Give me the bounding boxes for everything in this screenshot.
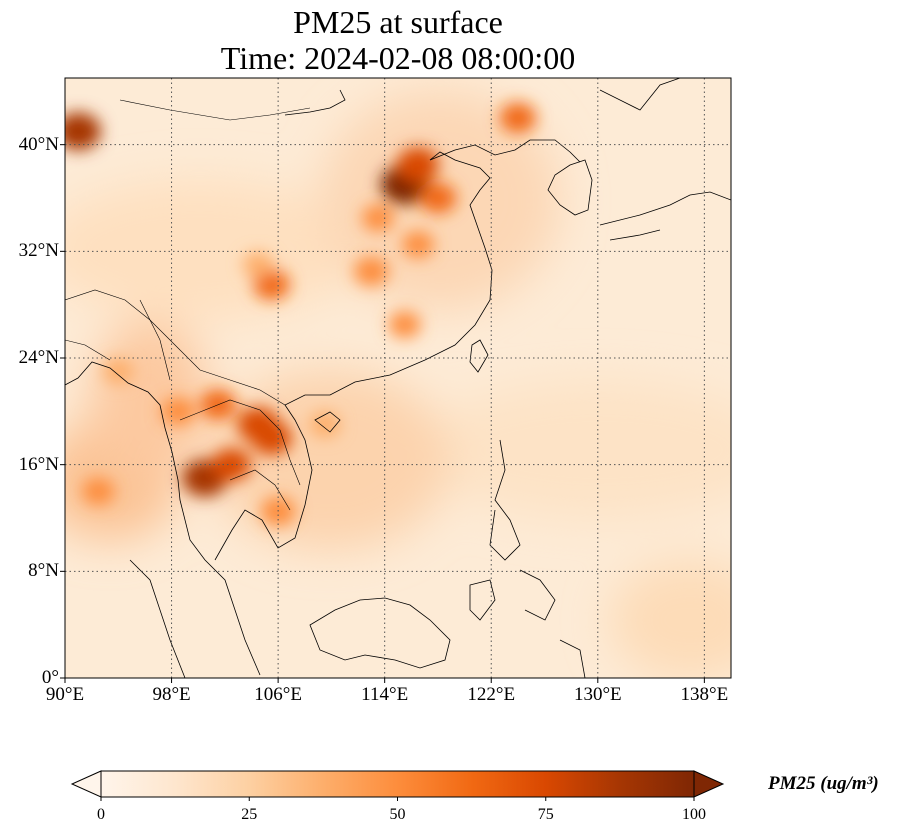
pm25-hotspot bbox=[65, 112, 101, 151]
pm25-hotspot bbox=[396, 147, 440, 183]
colorbar-tick-label: 75 bbox=[537, 806, 554, 823]
colorbar-label: PM25 (ug/m³) bbox=[768, 773, 879, 794]
x-tick-label: 138°E bbox=[680, 684, 729, 705]
pm25-hotspot bbox=[309, 411, 341, 438]
y-tick-label: 24°N bbox=[18, 347, 59, 368]
colorbar-max-extend bbox=[693, 770, 725, 798]
pm25-hotspot bbox=[361, 204, 395, 232]
x-tick-label: 114°E bbox=[361, 684, 409, 705]
hainan-coast bbox=[314, 411, 341, 433]
map-title: PM25 at surface bbox=[293, 4, 503, 40]
x-tick-label: 106°E bbox=[254, 684, 302, 705]
pm25-hotspot bbox=[419, 182, 457, 214]
y-tick-label: 8°N bbox=[28, 560, 59, 582]
pm25-hotspot bbox=[82, 477, 115, 505]
pm25-hotspot bbox=[161, 397, 196, 426]
colorbar-tick-label: 25 bbox=[241, 806, 258, 823]
y-tick-label: 40°N bbox=[18, 133, 59, 155]
axis-tick-marks bbox=[60, 144, 705, 683]
x-tick-label: 90°E bbox=[45, 684, 85, 705]
country-borders bbox=[65, 99, 311, 511]
pm25-hotspot bbox=[251, 421, 292, 455]
pm25-field bbox=[65, 78, 731, 678]
pm25-hotspot bbox=[353, 256, 389, 286]
pm25-hotspot bbox=[499, 102, 537, 134]
x-tick-label: 130°E bbox=[573, 684, 622, 705]
map-subtitle-time: Time: 2024-02-08 08:00:00 bbox=[220, 40, 576, 76]
colorbar-min-extend bbox=[70, 770, 102, 798]
korea-coast bbox=[547, 159, 593, 216]
pm25-hotspot bbox=[401, 231, 435, 259]
colorbar bbox=[70, 770, 725, 801]
colorbar-tick-label: 0 bbox=[97, 806, 105, 823]
pm25-hotspot bbox=[242, 251, 274, 278]
colorbar-gradient bbox=[101, 771, 694, 797]
y-tick-label: 0° bbox=[41, 667, 59, 688]
pm25-hotspots bbox=[65, 102, 537, 526]
pm25-hotspot bbox=[102, 358, 134, 385]
colorbar-tick-label: 50 bbox=[389, 806, 406, 823]
borneo-coast bbox=[309, 597, 451, 669]
taiwan-coast bbox=[469, 339, 489, 373]
pm25-hotspot bbox=[253, 269, 290, 300]
y-tick-label: 32°N bbox=[18, 240, 59, 262]
map-frame bbox=[64, 77, 732, 679]
y-tick-label: 16°N bbox=[18, 453, 59, 475]
gridlines bbox=[65, 78, 731, 678]
x-tick-label: 98°E bbox=[152, 684, 191, 705]
colorbar-tick-label: 100 bbox=[682, 806, 706, 823]
coastlines bbox=[65, 78, 731, 678]
pm25-hotspot bbox=[388, 311, 421, 339]
x-tick-label: 122°E bbox=[467, 684, 516, 705]
